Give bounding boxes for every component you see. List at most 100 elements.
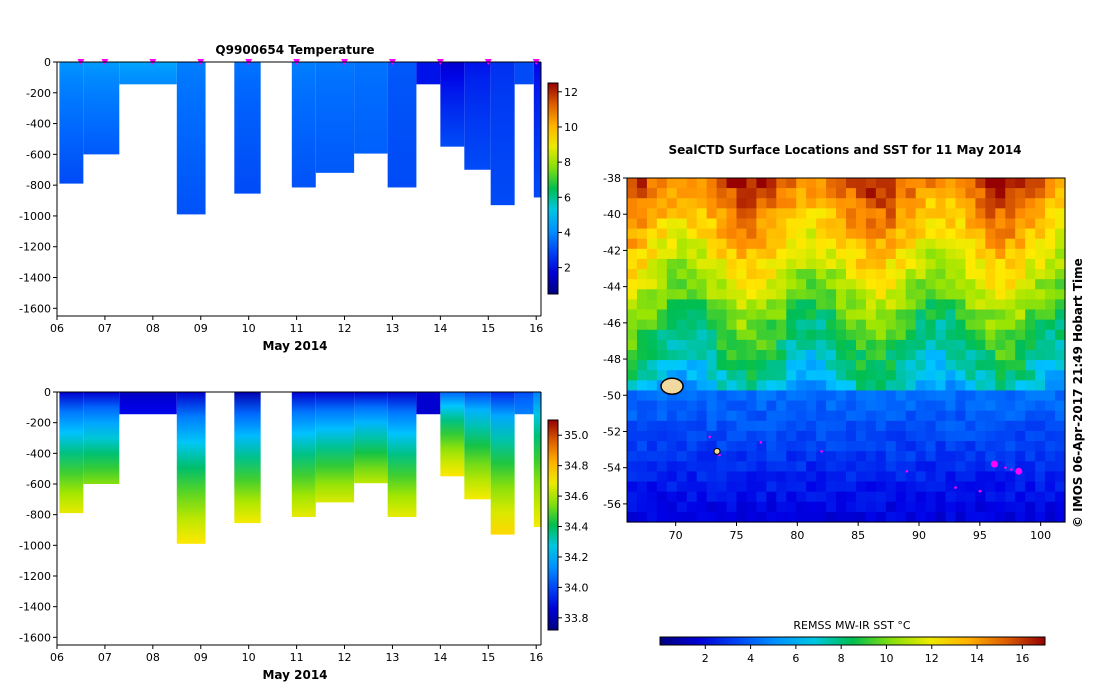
sst-cell <box>975 410 986 422</box>
sst-cell <box>995 380 1006 392</box>
sst-cell <box>786 299 797 311</box>
sst-cell <box>776 289 787 301</box>
sst-cell <box>636 400 648 412</box>
x-tick-label: 09 <box>194 651 208 664</box>
sst-cell <box>855 461 867 473</box>
sst-cell <box>955 228 967 240</box>
sst-cell <box>895 430 907 442</box>
sst-cell <box>696 198 708 209</box>
x-tick-label: 16 <box>529 651 543 664</box>
sst-cell <box>816 461 827 473</box>
sst-cell <box>676 451 688 462</box>
sst-cell <box>676 481 688 493</box>
sst-cell <box>656 319 668 331</box>
sst-cell <box>935 289 947 301</box>
sst-cell <box>955 400 967 412</box>
sst-cell <box>985 218 996 230</box>
sst-cell <box>985 258 996 270</box>
sst-cell <box>736 339 748 351</box>
temp-profile-column <box>119 62 177 85</box>
sst-cell <box>656 178 668 189</box>
sst-cell <box>1025 410 1036 422</box>
sst-cell <box>776 400 787 412</box>
sst-cell <box>995 218 1006 230</box>
sst-cell <box>836 380 847 392</box>
sst-cell <box>676 491 688 503</box>
sst-cell <box>826 471 837 483</box>
sst-cell <box>826 400 837 412</box>
sst-cell <box>1015 208 1026 220</box>
sst-cell <box>826 380 837 392</box>
sst-cell <box>1005 360 1016 371</box>
sst-cell <box>816 228 827 240</box>
sst-cell <box>766 400 777 412</box>
sst-cell <box>726 380 738 392</box>
sst-cell <box>656 188 668 199</box>
sst-cell <box>786 248 797 260</box>
sst-cell <box>627 289 638 301</box>
sst-cell <box>895 228 907 240</box>
sst-cell <box>696 208 708 220</box>
sst-cell <box>696 228 708 240</box>
colorbar-tick-label: 34.0 <box>564 581 589 594</box>
sst-cell <box>846 319 857 331</box>
sst-cell <box>865 461 877 473</box>
sst-cell <box>786 350 797 361</box>
sst-cell <box>706 491 718 503</box>
sst-cell <box>836 188 847 199</box>
sst-cell <box>1035 329 1046 341</box>
sst-cell <box>627 400 638 412</box>
sst-cell <box>736 309 748 321</box>
sst-cell <box>646 279 658 290</box>
sst-cell <box>1035 451 1046 462</box>
sst-cell <box>975 430 986 442</box>
sst-cell <box>925 238 937 250</box>
sst-cell <box>865 208 877 220</box>
sst-cell <box>1025 319 1036 331</box>
sst-cell <box>1015 370 1026 381</box>
sst-cell <box>885 238 897 250</box>
sst-cell <box>756 390 767 402</box>
sst-cell <box>1025 400 1036 412</box>
sst-cell <box>955 461 967 473</box>
sst-cell <box>646 198 658 209</box>
sst-cell <box>1055 319 1066 331</box>
sst-cell <box>865 501 877 513</box>
sst-cell <box>935 471 947 483</box>
sst-cell <box>975 329 986 341</box>
y-tick-label: 0 <box>44 56 51 69</box>
sst-cell <box>905 299 917 311</box>
sst-cell <box>955 279 967 290</box>
sst-cell <box>826 481 837 493</box>
sst-cell <box>945 451 957 462</box>
sst-cell <box>646 350 658 361</box>
sst-cell <box>706 258 718 270</box>
sst-cell <box>875 471 887 483</box>
sst-cell <box>905 380 917 392</box>
sst-cell <box>995 279 1006 290</box>
sst-cell <box>676 329 688 341</box>
sst-cell <box>636 289 648 301</box>
sst-cell <box>816 309 827 321</box>
sst-cell <box>865 339 877 351</box>
sst-cell <box>1055 178 1066 189</box>
sst-cell <box>706 471 718 483</box>
x-tick-label: 08 <box>146 651 160 664</box>
sst-cell <box>945 390 957 402</box>
sst-cell <box>905 319 917 331</box>
sst-cell <box>875 289 887 301</box>
sst-cell <box>875 198 887 209</box>
sst-cell <box>786 430 797 442</box>
colorbar-tick-label: 34.4 <box>564 521 589 534</box>
sst-cell <box>1005 329 1016 341</box>
sst-cell <box>895 248 907 260</box>
x-tick-label: 16 <box>529 322 543 335</box>
sst-cell <box>636 390 648 402</box>
sst-cell <box>935 491 947 503</box>
sst-cell <box>826 350 837 361</box>
sst-cell <box>826 309 837 321</box>
sst-cell <box>895 198 907 209</box>
sst-cell <box>836 511 847 523</box>
sst-cell <box>836 339 847 351</box>
